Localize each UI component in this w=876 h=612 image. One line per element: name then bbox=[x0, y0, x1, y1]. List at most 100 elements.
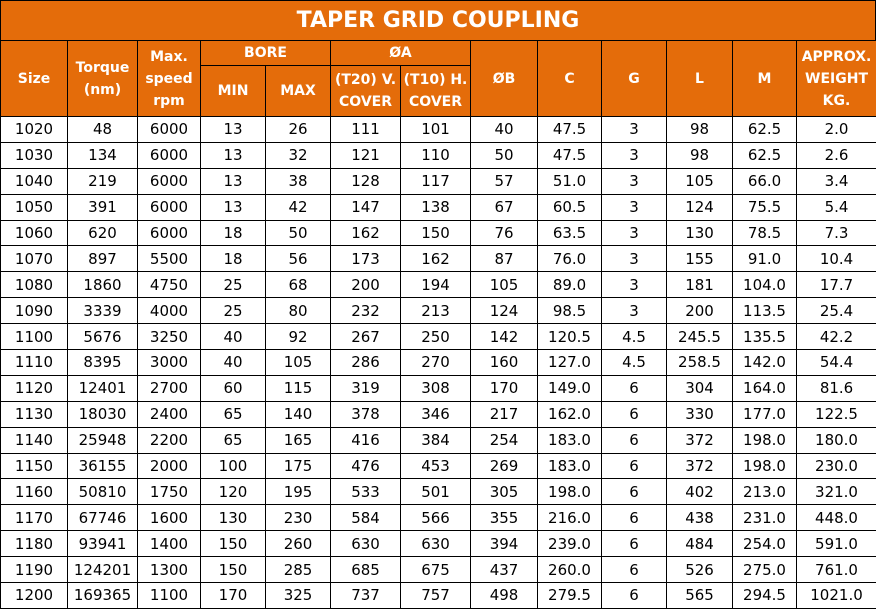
table-cell: 6 bbox=[601, 530, 668, 558]
table-cell: 1180 bbox=[0, 530, 68, 558]
table-cell: 2700 bbox=[137, 374, 201, 402]
table-cell: 50 bbox=[470, 141, 539, 169]
table-cell: 3.4 bbox=[796, 167, 876, 195]
group-header: BORE bbox=[199, 40, 332, 66]
header-subrow: MIN MAX (T20) V. COVER (T10) H. COVER bbox=[1, 65, 876, 117]
table-cell: 50 bbox=[264, 219, 332, 247]
table-cell: 110 bbox=[400, 141, 472, 169]
table-cell: 13 bbox=[200, 116, 266, 143]
table-cell: 42.2 bbox=[796, 323, 876, 351]
table-cell: 10.4 bbox=[796, 245, 876, 273]
table-cell: 111 bbox=[330, 116, 402, 143]
table-cell: 48 bbox=[67, 116, 138, 143]
table-cell: 591.0 bbox=[796, 530, 876, 558]
table-cell: 269 bbox=[470, 452, 539, 480]
column-header: APPROX. WEIGHT KG. bbox=[796, 40, 876, 117]
table-cell: 1021.0 bbox=[796, 582, 876, 609]
table-cell: 66.0 bbox=[732, 167, 798, 195]
table-cell: 3000 bbox=[137, 349, 201, 376]
table-cell: 60.5 bbox=[537, 193, 603, 221]
table-cell: 761.0 bbox=[796, 556, 876, 584]
table-cell: 142 bbox=[470, 323, 539, 351]
table-cell: 50810 bbox=[67, 478, 138, 506]
table-cell: 32 bbox=[264, 141, 332, 169]
table-cell: 8395 bbox=[67, 349, 138, 376]
table-cell: 101 bbox=[400, 116, 472, 143]
table-cell: 80 bbox=[264, 297, 332, 325]
table-row: 1050 391 6000 13 42 147 138 67 60.5 3 124 75.5 5.4 bbox=[0, 193, 876, 221]
table-cell: 685 bbox=[330, 556, 402, 584]
table-cell: 7.3 bbox=[796, 219, 876, 247]
table-cell: 67 bbox=[470, 193, 539, 221]
table-cell: 1150 bbox=[0, 452, 68, 480]
table-cell: 448.0 bbox=[796, 504, 876, 532]
table-cell: 170 bbox=[470, 374, 539, 402]
table-cell: 566 bbox=[400, 504, 472, 532]
table-cell: 25 bbox=[200, 271, 266, 299]
table-cell: 18030 bbox=[67, 400, 138, 428]
column-header: C bbox=[537, 40, 603, 117]
table-cell: 216.0 bbox=[537, 504, 603, 532]
table-cell: 1110 bbox=[0, 349, 68, 376]
table-cell: 200 bbox=[666, 297, 734, 325]
table-cell: 150 bbox=[200, 556, 266, 584]
table-cell: 1170 bbox=[0, 504, 68, 532]
table-cell: 170 bbox=[200, 582, 266, 609]
table-cell: 250 bbox=[400, 323, 472, 351]
table-cell: 91.0 bbox=[732, 245, 798, 273]
table-cell: 6 bbox=[601, 374, 668, 402]
table-cell: 3 bbox=[601, 141, 668, 169]
table-cell: 1070 bbox=[0, 245, 68, 273]
table-cell: 6000 bbox=[137, 219, 201, 247]
table-row: 1040 219 6000 13 38 128 117 57 51.0 3 105 66.0 3.4 bbox=[0, 167, 876, 195]
table-cell: 164.0 bbox=[732, 374, 798, 402]
table-cell: 13 bbox=[200, 193, 266, 221]
table-cell: 757 bbox=[400, 582, 472, 609]
table-cell: 93941 bbox=[67, 530, 138, 558]
column-header: (T10) H. COVER bbox=[400, 65, 472, 117]
table-cell: 42 bbox=[264, 193, 332, 221]
table-cell: 620 bbox=[67, 219, 138, 247]
table-cell: 98 bbox=[666, 116, 734, 143]
table-cell: 134 bbox=[67, 141, 138, 169]
table-cell: 501 bbox=[400, 478, 472, 506]
column-header: G bbox=[601, 40, 668, 117]
table-cell: 6 bbox=[601, 452, 668, 480]
table-row: 1140 25948 2200 65 165 416 384 254 183.0 6 372 198.… bbox=[0, 426, 876, 454]
table-cell: 438 bbox=[666, 504, 734, 532]
table-cell: 147 bbox=[330, 193, 402, 221]
table-cell: 1130 bbox=[0, 400, 68, 428]
table-cell: 17.7 bbox=[796, 271, 876, 299]
table-cell: 584 bbox=[330, 504, 402, 532]
table-cell: 230.0 bbox=[796, 452, 876, 480]
table-row: 1180 93941 1400 150 260 630 630 394 239.0 6 484 254… bbox=[0, 530, 876, 558]
table-cell: 128 bbox=[330, 167, 402, 195]
table-cell: 120 bbox=[200, 478, 266, 506]
table-cell: 1200 bbox=[0, 582, 68, 609]
table-cell: 286 bbox=[330, 349, 402, 376]
table-cell: 285 bbox=[264, 556, 332, 584]
table-cell: 533 bbox=[330, 478, 402, 506]
table-cell: 3 bbox=[601, 167, 668, 195]
column-header: Max. speed rpm bbox=[137, 40, 201, 117]
table-cell: 1090 bbox=[0, 297, 68, 325]
table-cell: 76.0 bbox=[537, 245, 603, 273]
table-cell: 117 bbox=[400, 167, 472, 195]
table-cell: 6000 bbox=[137, 193, 201, 221]
table-cell: 1030 bbox=[0, 141, 68, 169]
table-cell: 6000 bbox=[137, 167, 201, 195]
table-cell: 1160 bbox=[0, 478, 68, 506]
column-header: (T20) V. COVER bbox=[330, 65, 402, 117]
table-cell: 391 bbox=[67, 193, 138, 221]
table-cell: 308 bbox=[400, 374, 472, 402]
table-cell: 135.5 bbox=[732, 323, 798, 351]
table-cell: 56 bbox=[264, 245, 332, 273]
table-cell: 98.5 bbox=[537, 297, 603, 325]
table-cell: 254 bbox=[470, 426, 539, 454]
table-cell: 62.5 bbox=[732, 116, 798, 143]
table-cell: 378 bbox=[330, 400, 402, 428]
table-row: 1150 36155 2000 100 175 476 453 269 183.0 6 372 198… bbox=[0, 452, 876, 480]
table-cell: 1140 bbox=[0, 426, 68, 454]
table-cell: 130 bbox=[666, 219, 734, 247]
table-cell: 198.0 bbox=[537, 478, 603, 506]
